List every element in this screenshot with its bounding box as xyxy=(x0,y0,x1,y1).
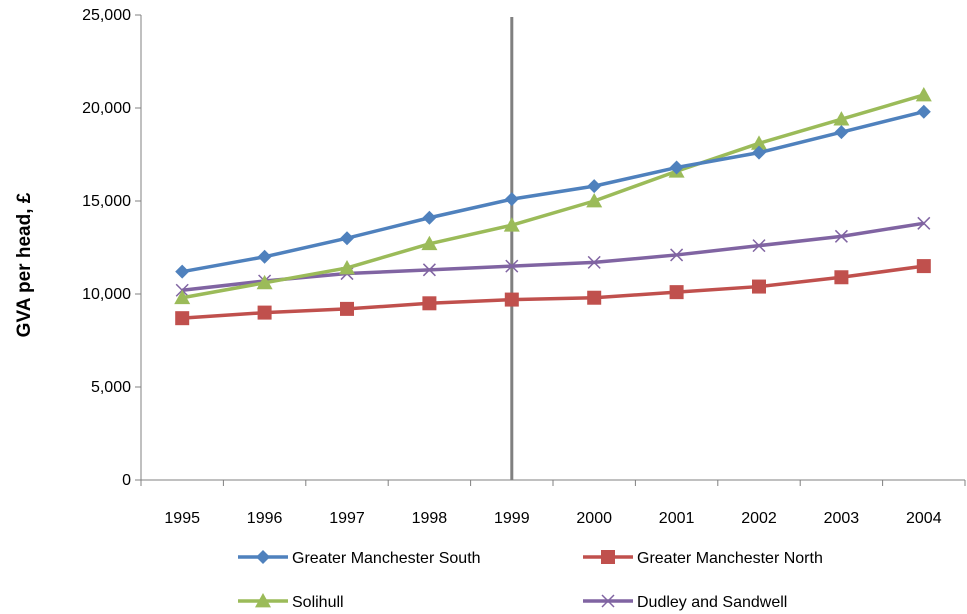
x-tick-label: 2004 xyxy=(906,510,942,527)
diamond-marker xyxy=(752,145,766,160)
diamond-marker xyxy=(834,125,849,140)
legend: Greater Manchester South Greater Manchest… xyxy=(238,550,823,611)
diamond-marker xyxy=(669,160,684,175)
diamond-marker xyxy=(175,264,190,279)
series-greater-manchester-north xyxy=(175,259,931,326)
triangle-marker xyxy=(503,217,520,232)
y-tick-label: 5,000 xyxy=(91,379,131,396)
triangle-marker xyxy=(751,135,767,150)
series-line xyxy=(182,264,925,320)
square-marker xyxy=(834,270,849,285)
triangle-marker xyxy=(255,593,271,608)
legend-item: Dudley and Sandwell xyxy=(583,594,787,611)
x-marker xyxy=(422,263,436,277)
triangle-marker xyxy=(421,235,438,251)
x-axis-ticks: 1995 1996 1997 1998 1999 2000 2001 2002 2003 2004 xyxy=(140,480,966,527)
square-marker xyxy=(601,550,615,564)
series-group xyxy=(174,86,932,326)
y-tick-label: 25,000 xyxy=(82,7,131,24)
square-marker xyxy=(587,290,602,305)
x-tick-label: 1997 xyxy=(329,510,365,527)
x-marker-stroke xyxy=(670,248,684,262)
y-axis-label: GVA per head, £ xyxy=(14,192,35,337)
legend-item: Greater Manchester South xyxy=(238,550,481,567)
legend-label: Solihull xyxy=(292,594,344,611)
x-tick-label: 1998 xyxy=(412,510,448,527)
diamond-marker xyxy=(256,550,270,564)
diamond-marker xyxy=(422,210,437,225)
series-dudley-and-sandwell xyxy=(175,216,931,297)
axes xyxy=(140,15,965,481)
x-marker-stroke xyxy=(834,229,848,243)
y-tick-label: 20,000 xyxy=(82,100,131,117)
square-marker xyxy=(916,259,931,274)
diamond-marker xyxy=(340,231,354,246)
y-tick-label: 15,000 xyxy=(82,193,131,210)
legend-label: Dudley and Sandwell xyxy=(637,594,787,611)
x-marker-stroke xyxy=(601,594,615,608)
diamond-marker xyxy=(257,249,272,264)
square-marker xyxy=(504,292,519,307)
x-tick-label: 2003 xyxy=(824,510,860,527)
y-tick-label: 0 xyxy=(122,472,131,489)
diamond-marker xyxy=(916,104,931,119)
square-marker xyxy=(257,305,272,320)
x-tick-label: 1996 xyxy=(247,510,283,527)
x-marker xyxy=(834,229,848,243)
x-tick-label: 2000 xyxy=(576,510,612,527)
x-marker-stroke xyxy=(752,239,766,253)
x-marker xyxy=(670,248,684,262)
x-marker xyxy=(917,216,931,230)
x-tick-label: 2002 xyxy=(741,510,777,527)
legend-item: Solihull xyxy=(238,593,344,611)
x-marker-stroke xyxy=(587,255,601,269)
series-greater-manchester-south xyxy=(175,104,931,279)
x-marker-stroke xyxy=(422,263,436,277)
y-axis-ticks: 0 5,000 10,000 15,000 20,000 25,000 xyxy=(82,7,141,489)
x-marker xyxy=(505,259,519,273)
square-marker xyxy=(175,311,190,326)
legend-label: Greater Manchester South xyxy=(292,550,481,567)
x-marker xyxy=(601,594,615,608)
x-marker xyxy=(587,255,601,269)
triangle-marker xyxy=(339,259,355,275)
square-marker xyxy=(340,301,354,316)
series-line xyxy=(181,93,925,300)
series-line xyxy=(181,110,925,274)
x-marker xyxy=(752,239,766,253)
legend-label: Greater Manchester North xyxy=(637,550,823,567)
triangle-marker xyxy=(833,111,850,126)
x-tick-label: 1995 xyxy=(164,510,200,527)
square-marker xyxy=(669,285,684,300)
square-marker xyxy=(752,279,766,294)
square-marker xyxy=(422,296,437,311)
triangle-marker xyxy=(915,86,932,102)
triangle-marker xyxy=(174,289,191,305)
diamond-marker xyxy=(587,179,602,194)
x-marker-stroke xyxy=(917,216,931,230)
diamond-marker xyxy=(504,192,519,207)
triangle-marker xyxy=(586,193,603,208)
x-marker-stroke xyxy=(505,259,519,273)
triangle-marker xyxy=(256,274,273,290)
legend-item: Greater Manchester North xyxy=(583,550,823,567)
x-tick-label: 2001 xyxy=(659,510,695,527)
series-solihull xyxy=(174,86,932,305)
x-tick-label: 1999 xyxy=(494,510,530,527)
series-line xyxy=(182,221,925,293)
y-tick-label: 10,000 xyxy=(82,286,131,303)
